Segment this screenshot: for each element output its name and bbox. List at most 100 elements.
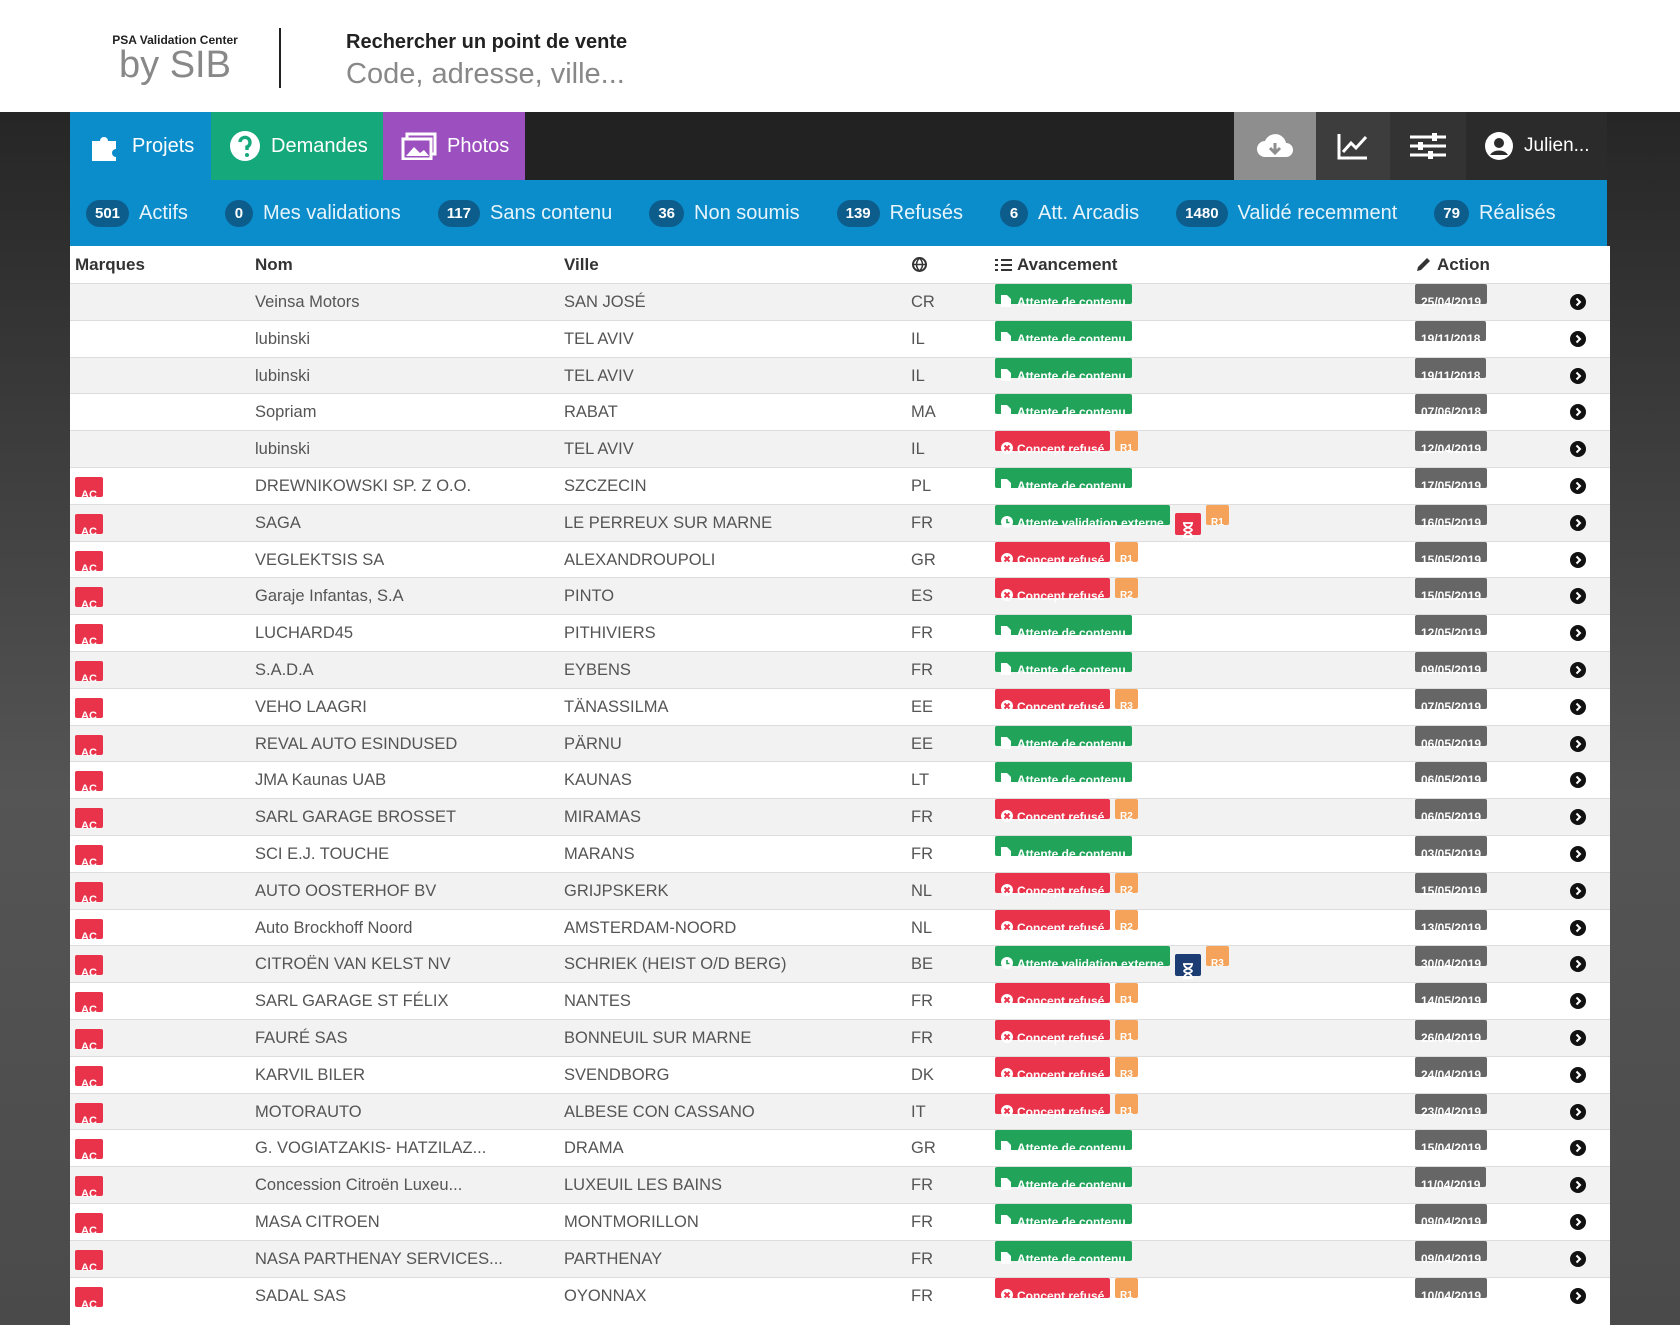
table-row[interactable]: AC MOTORAUTO ALBESE CON CASSANO IT Concept r…	[70, 1092, 1610, 1130]
table-row[interactable]: AC SARL GARAGE BROSSET MIRAMAS FR Concept re…	[70, 798, 1610, 836]
table-row[interactable]: AC MASA CITROEN MONTMORILLON FR Attente de c…	[70, 1203, 1610, 1240]
table-row[interactable]: AC G. VOGIATZAKIS- HATZILAZ... DRAMA GR Atte…	[70, 1129, 1610, 1166]
icon	[1001, 359, 1011, 395]
table-row[interactable]: Sopriam RABAT MA Attente de contenu 07/06/20…	[70, 393, 1610, 430]
icon	[92, 137, 116, 161]
counter-count: 1480	[1176, 199, 1228, 227]
city: TÄNASSILMA	[564, 697, 669, 716]
table-row[interactable]: AC DREWNIKOWSKI SP. Z O.O. SZCZECIN PL Atten…	[70, 467, 1610, 504]
table-row[interactable]: AC SCI E.J. TOUCHE MARANS FR Attente de cont…	[70, 835, 1610, 872]
counter[interactable]: 79 Réalisés	[1434, 199, 1556, 227]
city: TEL AVIV	[564, 440, 634, 459]
table-row[interactable]: AC KARVIL BILER SVENDBORG DK Concept refusé R…	[70, 1055, 1610, 1093]
user-menu[interactable]: Julien...	[1466, 112, 1607, 180]
counter[interactable]: 1480 Validé recemment	[1176, 199, 1397, 227]
tab-photos[interactable]: Photos	[383, 112, 525, 180]
counter[interactable]: 36 Non soumis	[649, 199, 800, 227]
icon	[1001, 874, 1013, 910]
icon[interactable]	[1570, 404, 1586, 421]
icon[interactable]	[1570, 514, 1586, 531]
icon[interactable]	[1570, 662, 1586, 678]
city: BONNEUIL SUR MARNE	[564, 1029, 752, 1047]
counter[interactable]: 6 Att. Arcadis	[1000, 199, 1139, 227]
table-row[interactable]: AC FAURÉ SAS BONNEUIL SUR MARNE FR Concept r…	[70, 1019, 1610, 1056]
table-row[interactable]: AC Concession Citroën Luxeu... LUXEUIL LES…	[70, 1166, 1610, 1204]
brand-badge: AC	[75, 1065, 103, 1090]
table-row[interactable]: AC VEGLEKTSIS SA ALEXANDROUPOLI GR Concept r…	[70, 540, 1610, 578]
icon[interactable]	[1570, 882, 1586, 899]
icon[interactable]	[1570, 809, 1586, 826]
table-row[interactable]: AC SADAL SAS OYONNAX FR Concept refusé R1 10/0…	[70, 1276, 1610, 1314]
hourglass-badge	[1175, 954, 1201, 980]
icon[interactable]	[1570, 1066, 1586, 1083]
table-row[interactable]: AC VEHO LAAGRI TÄNASSILMA EE Concept refusé R…	[70, 687, 1610, 725]
brand-badge: AC	[75, 955, 103, 979]
table-row[interactable]: AC Auto Brockhoff Noord AMSTERDAM-NOORD NL C…	[70, 908, 1610, 947]
table-row[interactable]: AC SARL GARAGE ST FÉLIX NANTES FR Concept re…	[70, 982, 1610, 1019]
search-input[interactable]: Code, adresse, ville...	[346, 58, 625, 90]
status-label: Attente de contenu	[1017, 736, 1126, 751]
counter[interactable]: 139 Refusés	[836, 199, 963, 227]
stats-button[interactable]	[1316, 112, 1390, 180]
icon[interactable]	[1570, 294, 1586, 310]
column-header[interactable]: Avancement	[1017, 255, 1118, 274]
counter[interactable]: 0 Mes validations	[224, 199, 401, 227]
round-badge: R1	[1115, 1277, 1138, 1301]
icon	[1001, 911, 1013, 947]
status-label: Concept refusé	[1017, 1104, 1105, 1119]
table-row[interactable]: AC SAGA LE PERREUX SUR MARNE FR Attente vali…	[70, 503, 1610, 541]
counter[interactable]: 117 Sans contenu	[437, 199, 612, 227]
table-row[interactable]: AC CITROËN VAN KELST NV SCHRIEK (HEIST O/D…	[70, 945, 1610, 983]
icon[interactable]	[1570, 330, 1586, 347]
column-header[interactable]: Ville	[564, 255, 599, 274]
icon[interactable]	[1570, 735, 1586, 752]
icon[interactable]	[1570, 1177, 1586, 1194]
icon[interactable]	[1570, 956, 1586, 973]
table-row[interactable]: AC AUTO OOSTERHOF BV GRIJPSKERK NL Concept r…	[70, 871, 1610, 910]
column-header[interactable]: Nom	[255, 255, 293, 274]
icon[interactable]	[1570, 1250, 1586, 1267]
column-header[interactable]: Action	[1437, 255, 1490, 274]
icon[interactable]	[1570, 478, 1586, 494]
icon[interactable]	[1570, 551, 1586, 568]
table-row[interactable]: AC NASA PARTHENAY SERVICES... PARTHENAY FR A…	[70, 1239, 1610, 1277]
column-header[interactable]: Marques	[75, 255, 145, 274]
icon[interactable]	[1570, 588, 1586, 605]
city: EYBENS	[564, 661, 631, 679]
round-badge: R1	[1115, 983, 1138, 1006]
name: REVAL AUTO ESINDUSED	[255, 734, 458, 753]
counter[interactable]: 501 Actifs	[86, 199, 188, 227]
icon[interactable]	[1570, 1140, 1586, 1157]
table-row[interactable]: lubinski TEL AVIV IL Concept refusé R1 12/04/…	[70, 430, 1610, 468]
icon[interactable]	[1570, 1030, 1586, 1046]
name: G. VOGIATZAKIS- HATZILAZ...	[255, 1139, 487, 1158]
table-row[interactable]: lubinski TEL AVIV IL Attente de contenu 19/1…	[70, 319, 1610, 357]
table-row[interactable]: AC LUCHARD45 PITHIVIERS FR Attente de conten…	[70, 614, 1610, 651]
settings-button[interactable]	[1390, 112, 1466, 180]
table-row[interactable]: lubinski TEL AVIV IL Attente de contenu 19/1…	[70, 356, 1610, 395]
table-row[interactable]: AC JMA Kaunas UAB KAUNAS LT Attente de conte…	[70, 761, 1610, 798]
tab-demandes[interactable]: Demandes	[211, 112, 383, 180]
icon[interactable]	[1570, 698, 1586, 715]
icon[interactable]	[1570, 1103, 1586, 1120]
icon[interactable]	[1570, 1214, 1586, 1230]
table-row[interactable]: Veinsa Motors SAN JOSÉ CR Attente de conten…	[70, 283, 1610, 320]
table-row[interactable]: AC REVAL AUTO ESINDUSED PÄRNU EE Attente de …	[70, 724, 1610, 762]
country: NL	[911, 881, 933, 900]
status-label: Attente de contenu	[1017, 663, 1126, 677]
icon[interactable]	[1570, 772, 1586, 789]
brand-badge: AC	[75, 624, 103, 648]
icon[interactable]	[1570, 919, 1586, 936]
table-row[interactable]: AC S.A.D.A EYBENS FR Attente de contenu 09/05…	[70, 651, 1610, 688]
icon[interactable]	[1570, 846, 1586, 862]
tab-projets[interactable]: Projets	[70, 112, 211, 180]
download-button[interactable]	[1234, 112, 1316, 180]
icon[interactable]	[1570, 1287, 1586, 1304]
icon[interactable]	[1570, 625, 1586, 642]
search-label: Rechercher un point de vente	[346, 31, 628, 53]
table-row[interactable]: AC Garaje Infantas, S.A PINTO ES Concept ref…	[70, 577, 1610, 615]
icon[interactable]	[1570, 367, 1586, 384]
date-badge: 16/05/2019	[1415, 504, 1488, 530]
icon[interactable]	[1570, 993, 1586, 1010]
icon[interactable]	[1570, 441, 1586, 458]
